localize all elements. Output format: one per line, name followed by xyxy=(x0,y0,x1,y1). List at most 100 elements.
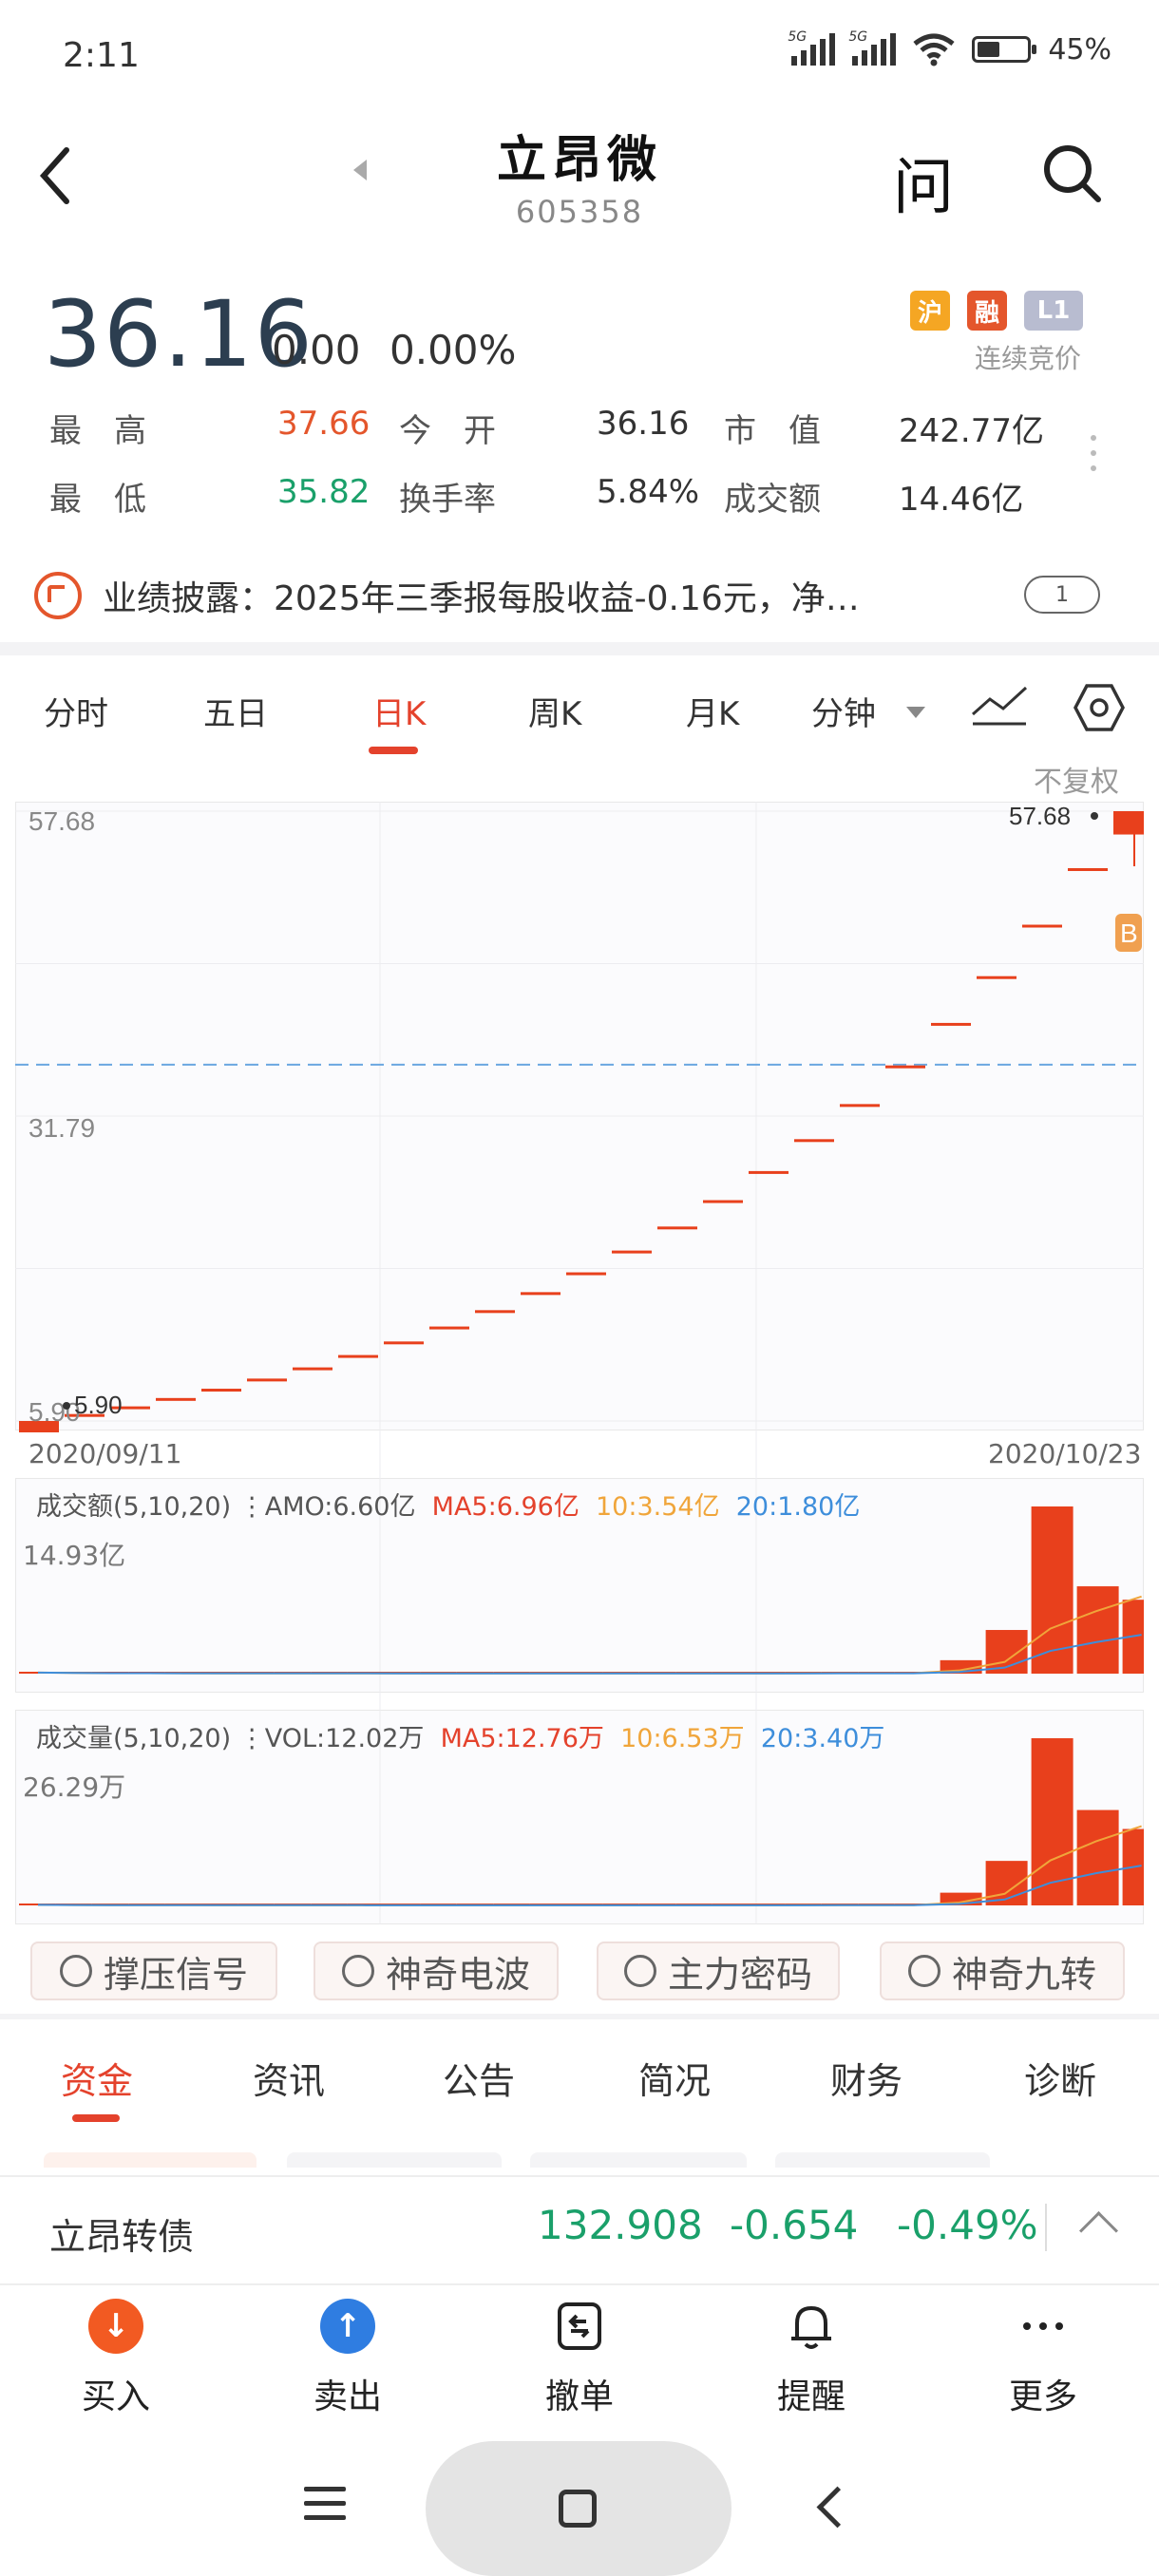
back-nav-icon[interactable] xyxy=(816,2486,859,2529)
cancel-order-icon xyxy=(558,2302,601,2350)
status-icons: 5G 5G 45% xyxy=(788,29,1112,66)
more-button[interactable]: 更多 xyxy=(977,2299,1110,2418)
candle-body xyxy=(977,975,1016,979)
low-annotation: 5.90 xyxy=(74,1391,123,1419)
stat-value: 5.84% xyxy=(597,473,700,511)
tab-period[interactable]: 五日 xyxy=(203,695,268,733)
buy-button[interactable]: ↓ 买入 xyxy=(49,2299,182,2418)
signal-icon: 5G xyxy=(788,29,836,66)
high-annotation: 57.68 xyxy=(1009,802,1071,830)
tool-chip[interactable]: 神奇九转 xyxy=(880,1941,1125,2000)
stat-label: 最 低 xyxy=(49,481,146,519)
tool-chip[interactable]: 神奇电波 xyxy=(314,1941,559,2000)
level-badge[interactable]: L1 xyxy=(1024,291,1083,331)
buy-signal-label: B xyxy=(1120,919,1138,948)
legend-ma20: 20:3.40万 xyxy=(760,1724,885,1753)
candle-body xyxy=(293,1367,332,1371)
y-tick-label: 5.90 xyxy=(28,1397,81,1427)
trading-phase: 连续竞价 xyxy=(975,343,1082,374)
bond-change: -0.654 xyxy=(730,2202,859,2248)
amount-max: 14.93亿 xyxy=(23,1540,126,1571)
candle-body xyxy=(840,1104,880,1108)
legend-value: AMO:6.60亿 xyxy=(264,1492,416,1522)
stat-label: 市 值 xyxy=(724,412,821,450)
wifi-icon xyxy=(913,33,955,66)
stat-label: 换手率 xyxy=(399,481,496,519)
more-stats-icon[interactable] xyxy=(1091,435,1098,481)
legend-title: 成交量(5,10,20) xyxy=(36,1724,232,1753)
tab-content[interactable]: 公告 xyxy=(443,2060,516,2102)
candle-body xyxy=(19,1421,59,1432)
tool-chip[interactable]: 主力密码 xyxy=(597,1941,840,2000)
tool-icon xyxy=(623,1955,656,1987)
stock-code: 605358 xyxy=(515,194,644,230)
tool-icon xyxy=(341,1955,374,1987)
buy-signal-marker xyxy=(1115,914,1142,952)
amount-chart[interactable] xyxy=(15,1478,1144,1693)
earnings-disclosure[interactable]: 业绩披露：2025年三季报每股收益-0.16元，净… xyxy=(34,564,1127,627)
alert-label: 提醒 xyxy=(776,2377,846,2416)
stat-value: 37.66 xyxy=(277,405,370,443)
sell-label: 卖出 xyxy=(313,2377,382,2416)
candle-body xyxy=(657,1226,697,1230)
candle-body xyxy=(521,1292,560,1296)
tab-indicator xyxy=(72,2114,120,2122)
tool-chip[interactable]: 撑压信号 xyxy=(30,1941,277,2000)
tab-content[interactable]: 资讯 xyxy=(253,2060,326,2102)
low-marker xyxy=(63,1402,70,1410)
candle-body xyxy=(65,1413,104,1417)
adjust-mode[interactable]: 不复权 xyxy=(1034,766,1119,799)
tab-period[interactable]: 周K xyxy=(528,695,582,733)
candle-body xyxy=(156,1397,196,1401)
tab-indicator xyxy=(369,747,418,754)
convertible-bond-bar[interactable] xyxy=(0,2175,1159,2285)
tab-content[interactable]: 资金 xyxy=(61,2060,134,2102)
cancel-order-button[interactable]: 撤单 xyxy=(513,2299,646,2418)
tab-content[interactable]: 诊断 xyxy=(1024,2060,1097,2102)
network-type: 5G xyxy=(848,29,868,45)
tab-period[interactable]: 分钟 xyxy=(811,695,876,733)
tab-period[interactable]: 分时 xyxy=(44,695,108,733)
volume-legend[interactable]: 成交量(5,10,20) ⋮VOL:12.02万 MA5:12.76万 10:6… xyxy=(36,1717,884,1754)
ask-button[interactable]: 问 xyxy=(893,153,954,223)
y-tick-label: 57.68 xyxy=(28,806,95,836)
tab-content[interactable]: 简况 xyxy=(638,2060,712,2102)
alert-button[interactable]: 提醒 xyxy=(745,2299,878,2418)
volume-chart[interactable] xyxy=(15,1710,1144,1924)
back-button[interactable] xyxy=(32,142,80,209)
battery-level: 45% xyxy=(1048,32,1112,66)
tab-period[interactable]: 日K xyxy=(372,695,427,733)
bond-name: 立昂转债 xyxy=(49,2216,195,2258)
tab-card xyxy=(44,2152,256,2168)
volume-bar xyxy=(1076,1809,1119,1905)
legend-ma10: 10:3.54亿 xyxy=(596,1492,720,1522)
more-icon xyxy=(1023,2322,1063,2330)
prev-stock-arrow-icon[interactable] xyxy=(353,160,367,180)
tool-icon xyxy=(59,1955,92,1987)
tab-content[interactable]: 财务 xyxy=(830,2060,903,2102)
disclosure-pager[interactable]: 1 xyxy=(1024,576,1100,614)
legend-ma10: 10:6.53万 xyxy=(620,1724,745,1753)
tab-period[interactable]: 月K xyxy=(686,695,740,733)
status-time: 2:11 xyxy=(63,36,140,75)
settings-icon[interactable] xyxy=(1074,682,1125,733)
home-button[interactable] xyxy=(426,2441,732,2576)
buy-label: 买入 xyxy=(81,2377,150,2416)
y-tick-label: 31.79 xyxy=(28,1113,95,1143)
stat-value: 36.16 xyxy=(597,405,690,443)
candle-body xyxy=(703,1200,743,1203)
amount-ma-line xyxy=(37,1634,1142,1675)
sell-button[interactable]: ↑ 卖出 xyxy=(281,2299,414,2418)
search-icon[interactable] xyxy=(1041,142,1104,205)
buy-arrow-icon: ↓ xyxy=(88,2299,143,2354)
stat-label: 成交额 xyxy=(724,481,821,519)
current-price: 36.16 xyxy=(44,281,314,388)
recent-apps-icon[interactable] xyxy=(304,2487,346,2529)
indicator-icon[interactable] xyxy=(971,682,1028,728)
amount-legend[interactable]: 成交额(5,10,20) ⋮AMO:6.60亿 MA5:6.96亿 10:3.5… xyxy=(36,1486,860,1523)
price-change-pct: 0.00% xyxy=(390,327,517,373)
chevron-down-icon[interactable] xyxy=(906,707,925,718)
tool-icon xyxy=(907,1955,940,1987)
market-badge: 沪 xyxy=(910,291,950,331)
legend-sep: ⋮ xyxy=(238,1492,265,1522)
